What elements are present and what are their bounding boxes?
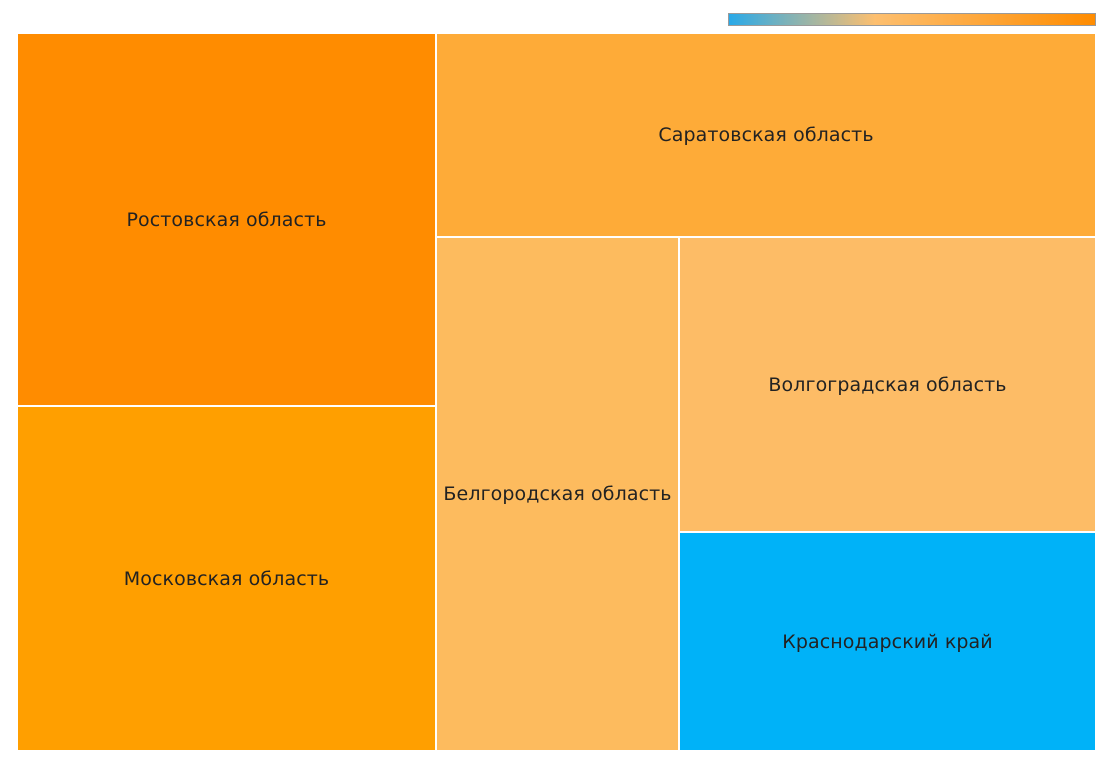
tile-label: Волгоградская область — [768, 373, 1007, 396]
treemap-tile[interactable]: Московская область — [17, 406, 436, 751]
treemap-tile[interactable]: Краснодарский край — [679, 532, 1096, 751]
tile-label: Саратовская область — [658, 124, 874, 146]
tile-label: Краснодарский край — [782, 630, 993, 653]
color-scale-legend — [728, 13, 1096, 26]
treemap-tile[interactable]: Волгоградская область — [679, 237, 1096, 532]
treemap-tile[interactable]: Белгородская область — [436, 237, 679, 751]
tile-label: Ростовская область — [126, 208, 327, 231]
treemap-tile[interactable]: Саратовская область — [436, 33, 1096, 237]
treemap-plot-area: Ростовская область Московская область Са… — [17, 33, 1096, 751]
tile-label: Московская область — [123, 567, 330, 590]
tile-label: Белгородская область — [443, 483, 672, 505]
treemap-tile[interactable]: Ростовская область — [17, 33, 436, 406]
